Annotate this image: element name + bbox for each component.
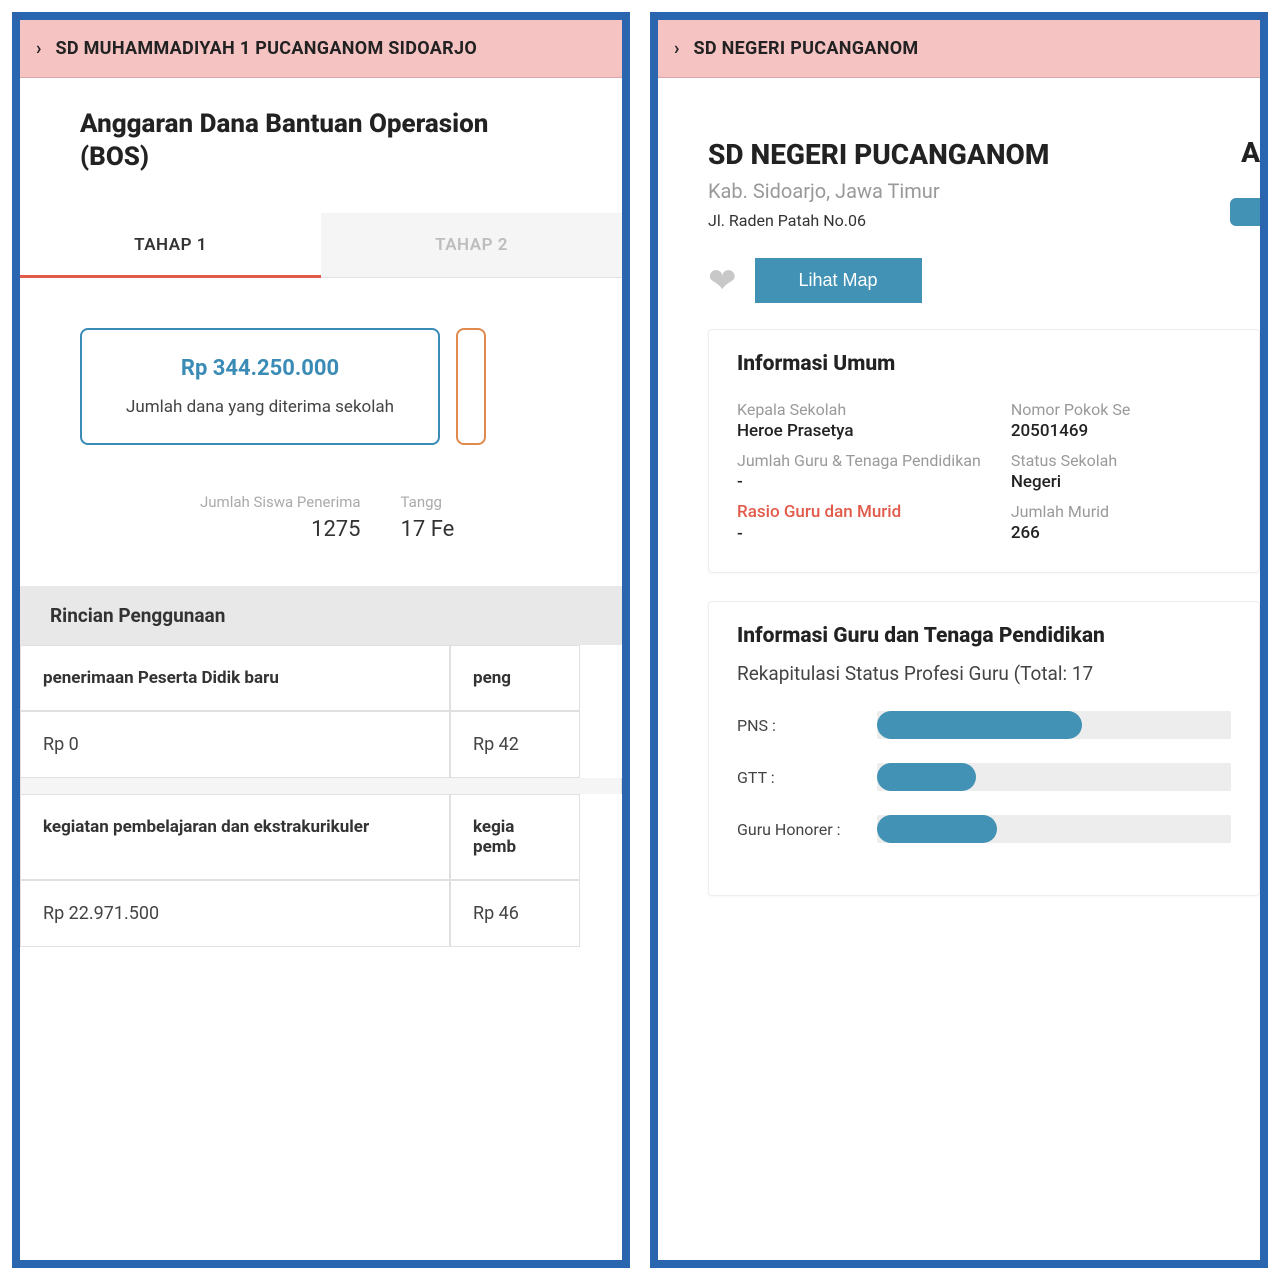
teachers-title: Informasi Guru dan Tenaga Pendidikan	[737, 624, 1231, 648]
usage-name: peng	[473, 668, 557, 688]
school-address: Jl. Raden Patah No.06	[708, 211, 1260, 230]
bar-fill-gtt	[877, 763, 976, 791]
stat-recipients: Jumlah Siswa Penerima 1275	[200, 493, 361, 542]
teachers-subtitle: Rekapitulasi Status Profesi Guru (Total:…	[737, 662, 1231, 685]
usage-name: kegiatan pembelajaran dan ekstrakurikule…	[43, 817, 427, 837]
info-title: Informasi Umum	[737, 352, 1231, 376]
school-location: Kab. Sidoarjo, Jawa Timur	[708, 179, 1260, 203]
header-bar-left: › SD MUHAMMADIYAH 1 PUCANGANOM SIDOARJO	[20, 20, 622, 78]
stat-date: Tangg 17 Fe	[401, 493, 455, 542]
back-chevron-icon[interactable]: ›	[36, 38, 41, 59]
usage-grid: penerimaan Peserta Didik baru peng Rp 0 …	[20, 645, 622, 947]
info-card: Informasi Umum Kepala Sekolah Heroe Pras…	[708, 329, 1260, 573]
tabs: TAHAP 1 TAHAP 2	[20, 213, 622, 278]
bar-track	[877, 815, 1231, 843]
tab-tahap-1[interactable]: TAHAP 1	[20, 213, 321, 277]
ratio-link[interactable]: Rasio Guru dan Murid	[737, 502, 981, 522]
bar-track	[877, 763, 1231, 791]
page-title: Anggaran Dana Bantuan Operasion (BOS)	[80, 108, 622, 173]
header-bar-right: › SD NEGERI PUCANGANOM	[658, 20, 1260, 78]
school-name: SD NEGERI PUCANGANOM	[708, 138, 1260, 171]
right-panel: › SD NEGERI PUCANGANOM A SD NEGERI PUCAN…	[650, 12, 1268, 1268]
left-panel: › SD MUHAMMADIYAH 1 PUCANGANOM SIDOARJO …	[12, 12, 630, 1268]
bar-row: GTT :	[737, 763, 1231, 791]
usage-value: Rp 0	[43, 734, 427, 755]
amount-card-partial	[456, 328, 486, 445]
view-map-button[interactable]: Lihat Map	[755, 258, 922, 303]
heart-icon[interactable]: ❤	[708, 261, 737, 301]
section-rincian: Rincian Penggunaan	[20, 586, 622, 645]
accreditation-letter: A	[1241, 136, 1260, 169]
usage-value: Rp 42	[473, 734, 557, 755]
bar-track	[877, 711, 1231, 739]
usage-value: Rp 46	[473, 903, 557, 924]
tab-tahap-2[interactable]: TAHAP 2	[321, 213, 622, 277]
amount-card: Rp 344.250.000 Jumlah dana yang diterima…	[80, 328, 440, 445]
back-chevron-icon[interactable]: ›	[674, 38, 679, 59]
usage-name: kegia pemb	[473, 817, 557, 857]
bar-fill-pns	[877, 711, 1082, 739]
header-title: SD MUHAMMADIYAH 1 PUCANGANOM SIDOARJO	[55, 38, 477, 59]
usage-name: penerimaan Peserta Didik baru	[43, 668, 427, 688]
usage-value: Rp 22.971.500	[43, 903, 427, 924]
amount-label: Jumlah dana yang diterima sekolah	[112, 397, 408, 417]
amount-value: Rp 344.250.000	[112, 356, 408, 381]
teachers-card: Informasi Guru dan Tenaga Pendidikan Rek…	[708, 601, 1260, 896]
bar-row: PNS :	[737, 711, 1231, 739]
bar-row: Guru Honorer :	[737, 815, 1231, 843]
badge-chip	[1230, 198, 1260, 226]
header-title: SD NEGERI PUCANGANOM	[693, 38, 918, 59]
bar-fill-honorer	[877, 815, 997, 843]
